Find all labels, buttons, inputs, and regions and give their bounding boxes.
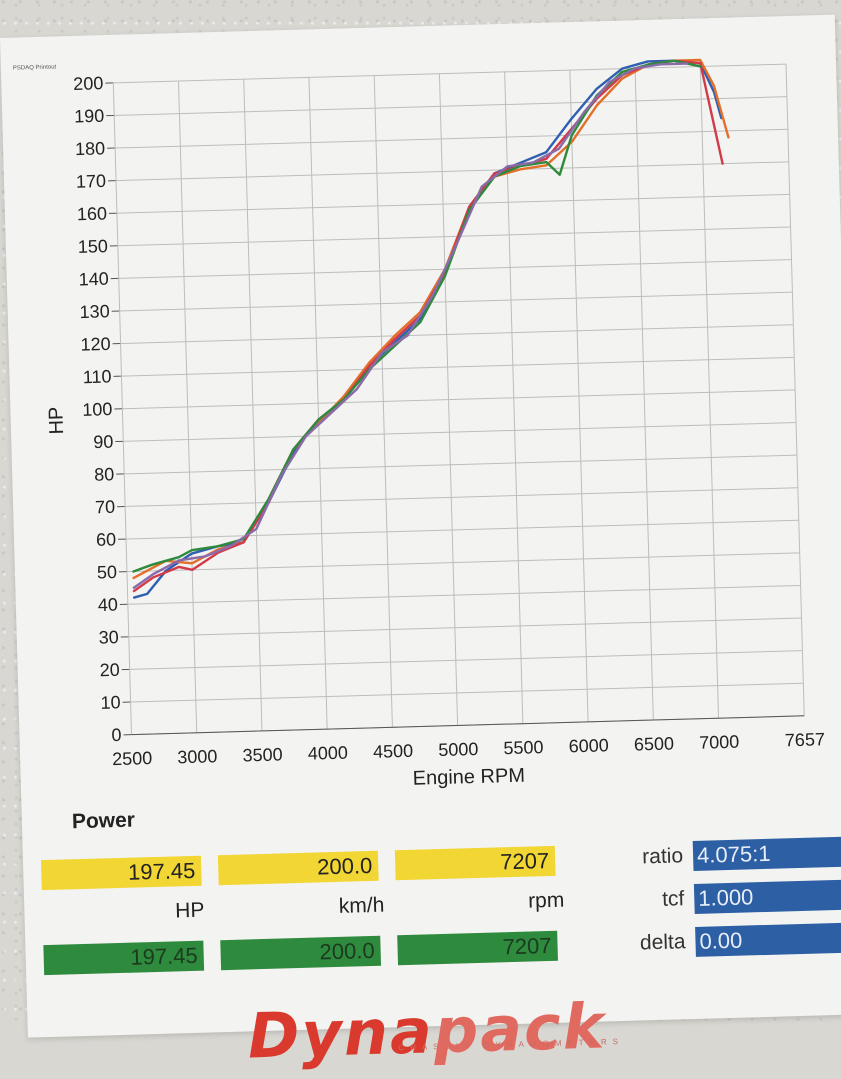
x-axis-label: Engine RPM — [412, 765, 525, 790]
power-unit: HP — [84, 899, 205, 926]
power-readout-green: 197.45 — [43, 941, 204, 975]
y-tick-label: 70 — [95, 497, 116, 518]
y-tick-label: 110 — [83, 366, 112, 387]
logo-part-1: Dyna — [247, 994, 435, 1072]
tcf-label: tcf — [594, 887, 685, 914]
y-tick-label: 0 — [111, 725, 122, 745]
y-tick-label: 30 — [98, 627, 119, 648]
y-tick-label: 150 — [78, 236, 109, 257]
y-tick-label: 60 — [96, 529, 117, 550]
gridline-y — [116, 162, 789, 181]
gridline-y — [131, 683, 804, 702]
logo-part-2: pack — [433, 989, 607, 1067]
y-axis-label: HP — [45, 406, 68, 434]
y-tick-label: 120 — [80, 334, 111, 355]
x-tick-label: 5500 — [503, 737, 544, 758]
gridline-y — [121, 325, 794, 344]
delta-value: 0.00 — [695, 922, 841, 956]
gridline-y — [114, 97, 787, 116]
gridline-y — [113, 64, 786, 83]
speed-unit: km/h — [264, 894, 385, 921]
gridline-y — [121, 357, 794, 376]
y-tick-label: 80 — [94, 464, 115, 485]
tcf-value: 1.000 — [694, 879, 841, 913]
ratio-value: 4.075:1 — [693, 837, 841, 871]
x-tick-label: 3000 — [177, 746, 218, 767]
gridline-y — [125, 488, 798, 507]
y-tick-label: 170 — [76, 171, 107, 192]
gridline-y — [130, 651, 803, 670]
x-tick-label: 4000 — [308, 743, 349, 764]
y-tick-label: 10 — [100, 692, 121, 713]
gridline-y — [128, 585, 801, 604]
gridline-y — [119, 260, 792, 279]
gridline-y — [127, 553, 800, 572]
rpm-unit: rpm — [444, 889, 565, 916]
x-tick-labels: 2500 3000 3500 4000 4500 5000 5500 6000 6500 7000… — [112, 729, 825, 769]
rpm-readout-yellow: 7207 — [395, 846, 556, 880]
y-tick-label: 90 — [93, 432, 114, 453]
x-tick-label: 5000 — [438, 739, 479, 760]
y-tick-label: 180 — [75, 138, 106, 159]
dyno-power-chart: 0 10 20 30 40 50 60 70 80 90 100 110 120 130 140 150 160… — [0, 15, 841, 838]
speed-readout-green: 200.0 — [220, 936, 381, 970]
y-tick-label: 130 — [79, 301, 110, 322]
ratio-label: ratio — [593, 844, 684, 871]
y-tick-label: 190 — [74, 106, 105, 127]
x-tick-label: 6000 — [568, 735, 609, 756]
chart-grid — [105, 64, 804, 735]
rpm-readout-green: 7207 — [397, 931, 558, 965]
gridline-y — [115, 129, 788, 148]
section-title: Power — [72, 809, 136, 835]
delta-label: delta — [595, 930, 686, 957]
gridline-y — [129, 618, 802, 637]
y-tick-label: 50 — [97, 562, 118, 583]
gridline-y — [122, 390, 795, 409]
x-tick-label: 7657 — [785, 729, 826, 750]
x-tick-label: 2500 — [112, 748, 153, 769]
gridline-y — [117, 194, 790, 213]
power-readout-yellow: 197.45 — [41, 856, 202, 890]
y-tick-label: 40 — [98, 595, 119, 616]
y-tick-label: 140 — [78, 269, 109, 290]
y-tick-label: 200 — [73, 73, 104, 94]
x-tick-label: 3500 — [242, 744, 283, 765]
speed-readout-yellow: 200.0 — [218, 851, 379, 885]
y-tick-label: 100 — [82, 399, 113, 420]
gridline-y — [124, 455, 797, 474]
gridline-y — [120, 292, 793, 311]
x-tick-label: 4500 — [373, 741, 414, 762]
gridline-y — [123, 423, 796, 442]
dynapack-logo: Dynapack — [247, 989, 607, 1072]
x-tick-label: 7000 — [699, 732, 740, 753]
x-tick-label: 6500 — [634, 733, 675, 754]
gridline-y — [126, 520, 799, 539]
y-tick-label: 160 — [77, 203, 108, 224]
y-tick-label: 20 — [99, 660, 120, 681]
